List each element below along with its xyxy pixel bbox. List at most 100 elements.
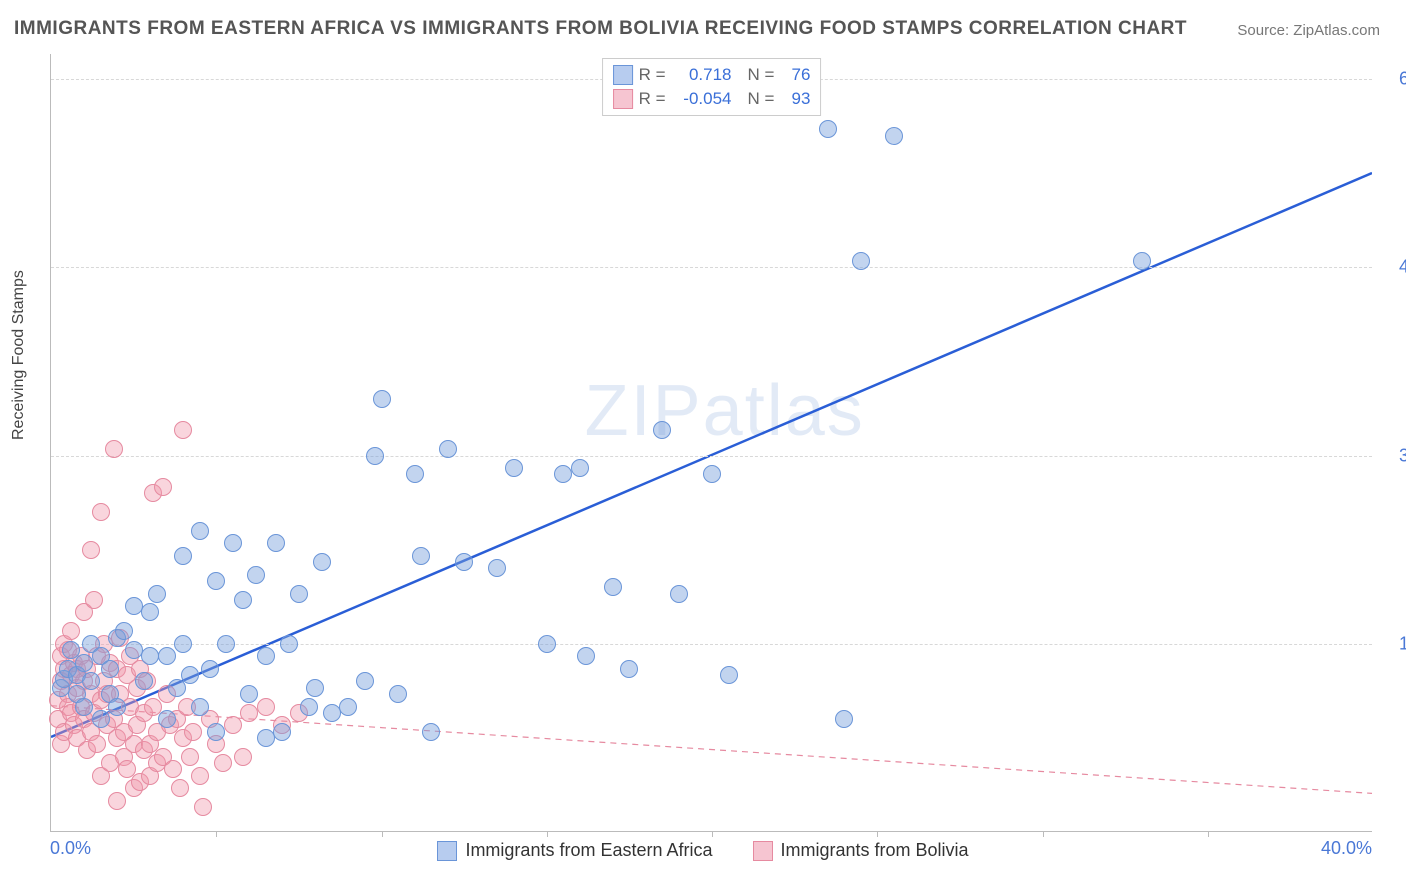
- data-point: [257, 729, 275, 747]
- data-point: [257, 698, 275, 716]
- data-point: [88, 735, 106, 753]
- data-point: [171, 779, 189, 797]
- data-point: [115, 723, 133, 741]
- data-point: [85, 591, 103, 609]
- data-point: [82, 541, 100, 559]
- data-point: [247, 566, 265, 584]
- data-point: [168, 679, 186, 697]
- data-point: [455, 553, 473, 571]
- n-value-b: 93: [780, 87, 810, 111]
- n-label: N =: [748, 63, 775, 87]
- data-point: [75, 672, 93, 690]
- data-point: [406, 465, 424, 483]
- data-point: [181, 748, 199, 766]
- watermark: ZIPatlas: [585, 370, 865, 452]
- data-point: [181, 666, 199, 684]
- data-point: [68, 685, 86, 703]
- data-point: [339, 698, 357, 716]
- source-attribution: Source: ZipAtlas.com: [1237, 22, 1380, 39]
- data-point: [240, 685, 258, 703]
- legend-row-series-b: R = -0.054 N = 93: [613, 87, 811, 111]
- data-point: [108, 660, 126, 678]
- data-point: [191, 522, 209, 540]
- data-point: [78, 741, 96, 759]
- data-point: [224, 716, 242, 734]
- data-point: [141, 735, 159, 753]
- data-point: [101, 660, 119, 678]
- data-point: [65, 716, 83, 734]
- y-tick-label: 60.0%: [1380, 69, 1406, 90]
- legend-label-series-a: Immigrants from Eastern Africa: [465, 840, 712, 861]
- data-point: [201, 710, 219, 728]
- data-point: [184, 723, 202, 741]
- data-point: [191, 767, 209, 785]
- data-point: [98, 685, 116, 703]
- data-point: [148, 585, 166, 603]
- data-point: [161, 716, 179, 734]
- data-point: [214, 754, 232, 772]
- plot-area: ZIPatlas R = 0.718 N = 76 R = -0.054 N =…: [50, 54, 1372, 832]
- data-point: [164, 760, 182, 778]
- source-prefix: Source:: [1237, 22, 1293, 39]
- chart-title: IMMIGRANTS FROM EASTERN AFRICA VS IMMIGR…: [14, 18, 1187, 40]
- data-point: [92, 647, 110, 665]
- data-point: [92, 767, 110, 785]
- trendlines-layer: [51, 54, 1372, 831]
- data-point: [59, 660, 77, 678]
- data-point: [68, 666, 86, 684]
- data-point: [105, 710, 123, 728]
- data-point: [273, 716, 291, 734]
- data-point: [55, 723, 73, 741]
- data-point: [653, 421, 671, 439]
- swatch-series-b-icon: [753, 841, 773, 861]
- data-point: [412, 547, 430, 565]
- data-point: [224, 534, 242, 552]
- data-point: [273, 723, 291, 741]
- data-point: [92, 710, 110, 728]
- gridline: [51, 644, 1372, 645]
- data-point: [49, 710, 67, 728]
- y-tick-label: 45.0%: [1380, 257, 1406, 278]
- series-legend-bottom: Immigrants from Eastern Africa Immigrant…: [0, 840, 1406, 861]
- y-tick-label: 30.0%: [1380, 445, 1406, 466]
- data-point: [75, 654, 93, 672]
- data-point: [174, 729, 192, 747]
- data-point: [55, 660, 73, 678]
- data-point: [571, 459, 589, 477]
- data-point: [111, 685, 129, 703]
- data-point: [115, 748, 133, 766]
- data-point: [144, 698, 162, 716]
- data-point: [65, 654, 83, 672]
- data-point: [95, 672, 113, 690]
- data-point: [577, 647, 595, 665]
- x-tick-mark: [216, 831, 217, 837]
- data-point: [604, 578, 622, 596]
- data-point: [62, 622, 80, 640]
- data-point: [52, 672, 70, 690]
- data-point: [138, 672, 156, 690]
- data-point: [118, 760, 136, 778]
- legend-row-series-a: R = 0.718 N = 76: [613, 63, 811, 87]
- data-point: [168, 710, 186, 728]
- data-point: [68, 679, 86, 697]
- x-tick-mark: [1208, 831, 1209, 837]
- data-point: [135, 741, 153, 759]
- data-point: [131, 773, 149, 791]
- data-point: [108, 792, 126, 810]
- data-point: [819, 120, 837, 138]
- data-point: [290, 585, 308, 603]
- n-value-a: 76: [780, 63, 810, 87]
- data-point: [101, 754, 119, 772]
- legend-item-series-a: Immigrants from Eastern Africa: [437, 840, 712, 861]
- data-point: [52, 647, 70, 665]
- data-point: [115, 622, 133, 640]
- data-point: [554, 465, 572, 483]
- data-point: [125, 735, 143, 753]
- r-value-a: 0.718: [672, 63, 732, 87]
- data-point: [885, 127, 903, 145]
- data-point: [121, 698, 139, 716]
- data-point: [131, 660, 149, 678]
- data-point: [356, 672, 374, 690]
- data-point: [234, 748, 252, 766]
- data-point: [201, 660, 219, 678]
